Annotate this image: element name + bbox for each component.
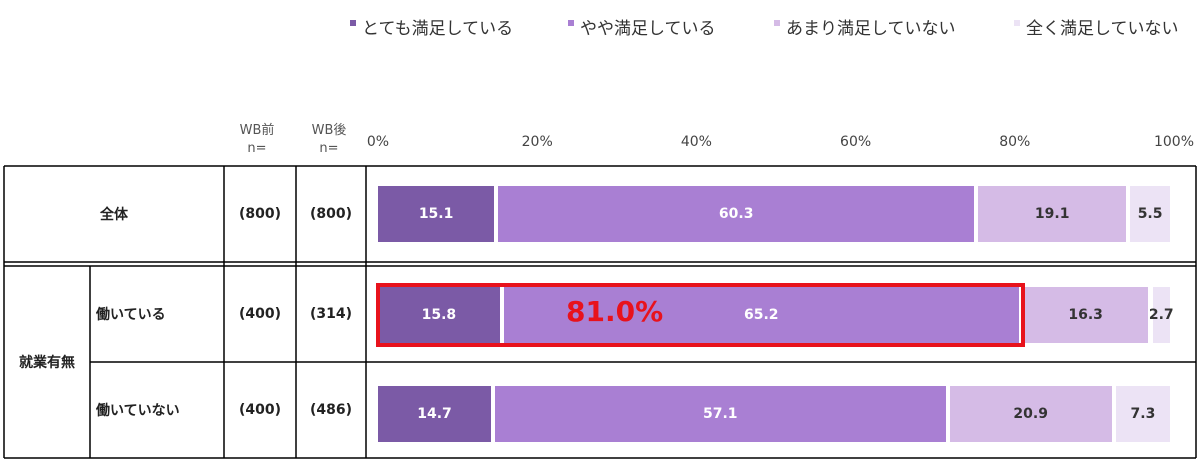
highlight-annotation: 81.0% [566,295,664,328]
header-wb-after-label: WB後 [311,123,347,138]
legend-swatch [350,20,356,26]
header-wb-before: WB前 n= [226,122,288,158]
x-tick-label: 40% [680,134,712,150]
bar-segment: 14.7 [378,386,491,442]
row-n-after: (486) [309,402,353,418]
highlight-box [376,283,1025,347]
bar-value-label: 2.7 [1148,307,1174,323]
header-wb-after-n: n= [319,141,339,156]
bar-segment: 19.1 [978,186,1127,242]
bar-value-label: 15.1 [418,206,454,222]
bar-value-label: 14.7 [417,406,452,422]
row-label-working: 働いている [96,307,166,323]
bar-value-label: 7.3 [1130,406,1156,422]
legend-swatch [774,20,780,26]
bar-value-label: 15.8 [421,307,457,323]
bar-segment: 2.7 [1149,287,1174,343]
legend-item-somewhat-satisfied: やや満足している [568,14,716,39]
bar-segment: 65.2 [503,287,1019,343]
bar-segment: 7.3 [1115,386,1170,442]
bar-segment: 16.3 [1022,287,1149,343]
legend-item-not-at-all-satisfied: 全く満足していない [1014,14,1179,39]
legend-label: やや満足している [580,19,716,39]
chart-legend: とても満足している やや満足している あまり満足していない 全く満足していない [350,14,1190,44]
bar-value-label: 20.9 [1013,406,1048,422]
bar-segment: 15.8 [378,287,500,343]
x-tick-label: 20% [521,134,553,150]
bar-segment: 57.1 [495,386,946,442]
row-n-before: (400) [238,402,282,418]
legend-swatch [1014,20,1020,26]
row-n-before: (800) [238,206,282,222]
x-tick-label: 100% [1153,134,1195,150]
bar-value-label: 16.3 [1068,307,1103,323]
row-label-not-working: 働いていない [96,403,180,419]
legend-item-not-very-satisfied: あまり満足していない [774,14,956,39]
legend-label: とても満足している [362,19,514,39]
bar-segment: 60.3 [498,186,975,242]
row-n-before: (400) [238,306,282,322]
x-tick-label: 80% [999,134,1031,150]
legend-label: 全く満足していない [1026,19,1179,39]
row-label-total: 全体 [100,207,128,223]
bar-segment: 20.9 [949,386,1112,442]
bar-value-label: 65.2 [743,307,779,323]
legend-label: あまり満足していない [786,19,956,39]
bar-segment: 15.1 [378,186,495,242]
bar-value-label: 60.3 [718,206,754,222]
row-n-after: (314) [309,306,353,322]
bar-segment: 5.5 [1130,186,1170,242]
row-n-after: (800) [309,206,353,222]
header-wb-before-n: n= [247,141,267,156]
legend-swatch [568,20,574,26]
x-tick-label: 60% [840,134,872,150]
x-tick-label: 0% [366,134,390,150]
header-wb-before-label: WB前 [239,123,275,138]
bar-value-label: 57.1 [702,406,738,422]
bar-value-label: 5.5 [1137,206,1163,222]
header-wb-after: WB後 n= [298,122,360,158]
legend-item-very-satisfied: とても満足している [350,14,513,39]
bar-value-label: 19.1 [1034,206,1070,222]
group-label-employment: 就業有無 [19,355,75,371]
